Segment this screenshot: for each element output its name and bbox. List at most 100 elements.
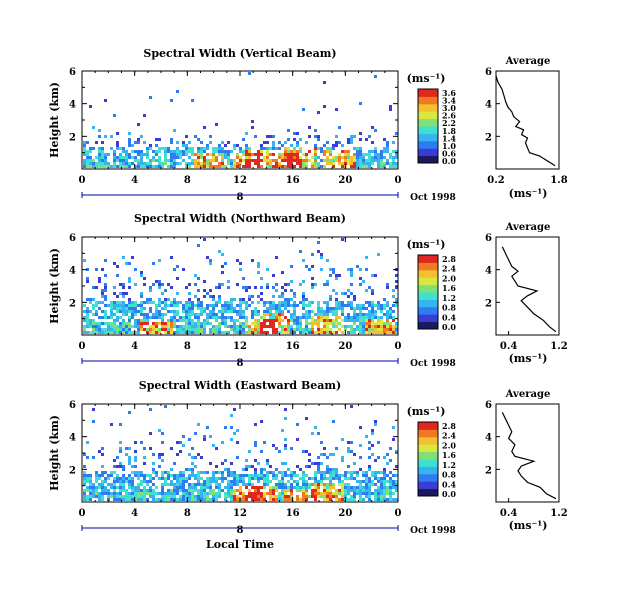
- heatmap-cell: [146, 153, 149, 156]
- heatmap-cell: [320, 453, 323, 456]
- heatmap-cell: [260, 474, 263, 477]
- heatmap-cell: [392, 295, 395, 298]
- heatmap-cell: [245, 322, 248, 325]
- heatmap-cell: [230, 498, 233, 501]
- heatmap-cell: [203, 480, 206, 483]
- heatmap-cell: [137, 159, 140, 162]
- heatmap-cell: [218, 286, 221, 289]
- heatmap-cell: [152, 156, 155, 159]
- heatmap-cell: [302, 298, 305, 301]
- heatmap-cell: [263, 331, 266, 334]
- heatmap-cell: [389, 153, 392, 156]
- heatmap-cell: [347, 486, 350, 489]
- heatmap-cell: [137, 150, 140, 153]
- heatmap-cell: [377, 319, 380, 322]
- heatmap-cell: [206, 153, 209, 156]
- heatmap-cell: [161, 498, 164, 501]
- heatmap-cell: [305, 495, 308, 498]
- heatmap-cell: [335, 471, 338, 474]
- heatmap-cell: [266, 462, 269, 465]
- heatmap-cell: [227, 492, 230, 495]
- heatmap-cell: [134, 465, 137, 468]
- heatmap-cell: [146, 316, 149, 319]
- heatmap-cell: [281, 429, 284, 432]
- heatmap-cell: [317, 456, 320, 459]
- heatmap-cell: [113, 262, 116, 265]
- heatmap-cell: [257, 325, 260, 328]
- heatmap-cell: [224, 150, 227, 153]
- heatmap-cell: [362, 331, 365, 334]
- heatmap-cell: [113, 322, 116, 325]
- heatmap-cell: [272, 322, 275, 325]
- heatmap-cell: [89, 492, 92, 495]
- heatmap-cell: [377, 156, 380, 159]
- heatmap-cell: [176, 265, 179, 268]
- heatmap-cell: [374, 153, 377, 156]
- heatmap-cell: [122, 292, 125, 295]
- heatmap-cell: [143, 307, 146, 310]
- heatmap-cell: [383, 313, 386, 316]
- heatmap-cell: [83, 483, 86, 486]
- heatmap-cell: [200, 477, 203, 480]
- heatmap-cell: [134, 141, 137, 144]
- heatmap-cell: [359, 492, 362, 495]
- heatmap-cell: [371, 310, 374, 313]
- heatmap-cell: [251, 316, 254, 319]
- heatmap-cell: [380, 159, 383, 162]
- heatmap-cell: [134, 165, 137, 168]
- heatmap-cell: [380, 331, 383, 334]
- heatmap-cell: [374, 474, 377, 477]
- heatmap-cell: [119, 331, 122, 334]
- heatmap-cell: [170, 480, 173, 483]
- heatmap-cell: [230, 307, 233, 310]
- heatmap-cell: [224, 486, 227, 489]
- heatmap-cell: [161, 477, 164, 480]
- heatmap-cell: [314, 319, 317, 322]
- heatmap-cell: [119, 423, 122, 426]
- heatmap-cell: [149, 492, 152, 495]
- heatmap-cell: [131, 313, 134, 316]
- heatmap-cell: [167, 474, 170, 477]
- heatmap-cell: [209, 313, 212, 316]
- heatmap-cell: [137, 492, 140, 495]
- heatmap-cell: [233, 495, 236, 498]
- heatmap-cell: [137, 495, 140, 498]
- heatmap-cell: [185, 150, 188, 153]
- heatmap-cell: [137, 325, 140, 328]
- heatmap-cell: [152, 313, 155, 316]
- panel-title: Spectral Width (Northward Beam): [134, 212, 346, 225]
- heatmap-cell: [212, 295, 215, 298]
- heatmap-cell: [119, 489, 122, 492]
- heatmap-cell: [329, 268, 332, 271]
- heatmap-cell: [89, 498, 92, 501]
- heatmap-cell: [278, 165, 281, 168]
- heatmap-cell: [383, 331, 386, 334]
- heatmap-cell: [389, 486, 392, 489]
- heatmap-cell: [380, 307, 383, 310]
- heatmap-cell: [284, 474, 287, 477]
- heatmap-cell: [305, 331, 308, 334]
- heatmap-cell: [176, 453, 179, 456]
- heatmap-cell: [362, 162, 365, 165]
- heatmap-cell: [95, 156, 98, 159]
- heatmap-cell: [218, 147, 221, 150]
- heatmap-cell: [350, 471, 353, 474]
- heatmap-cell: [173, 325, 176, 328]
- heatmap-cell: [278, 313, 281, 316]
- heatmap-cell: [155, 322, 158, 325]
- heatmap-cell: [296, 483, 299, 486]
- heatmap-cell: [236, 331, 239, 334]
- heatmap-cell: [308, 465, 311, 468]
- heatmap-cell: [176, 153, 179, 156]
- heatmap-cell: [164, 322, 167, 325]
- heatmap-cell: [116, 331, 119, 334]
- heatmap-cell: [83, 147, 86, 150]
- heatmap-cell: [275, 316, 278, 319]
- heatmap-cell: [323, 283, 326, 286]
- heatmap-cell: [266, 156, 269, 159]
- heatmap-cell: [377, 325, 380, 328]
- heatmap-cell: [236, 328, 239, 331]
- heatmap-cell: [83, 319, 86, 322]
- heatmap-cell: [323, 105, 326, 108]
- heatmap-cell: [218, 495, 221, 498]
